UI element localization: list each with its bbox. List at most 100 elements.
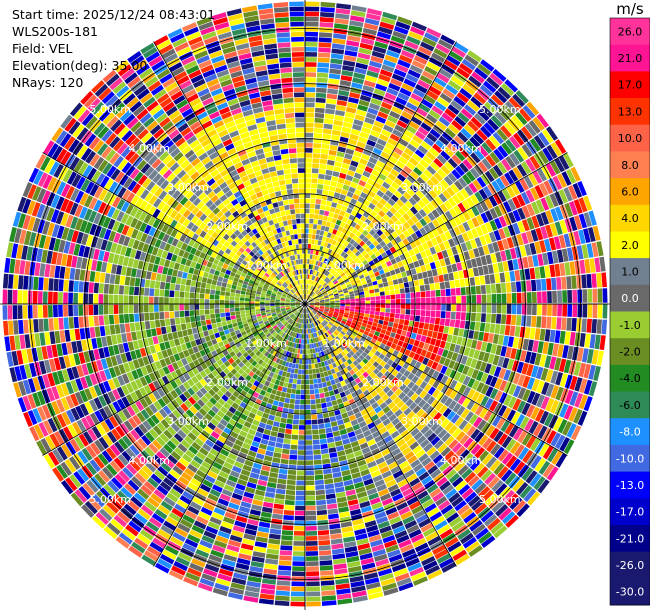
range-gate-cell xyxy=(448,472,461,484)
range-gate-cell xyxy=(63,426,74,441)
range-gate-cell xyxy=(324,118,334,125)
range-gate-cell xyxy=(365,304,371,308)
range-gate-cell xyxy=(413,431,423,441)
range-gate-cell xyxy=(298,445,305,450)
range-gate-cell xyxy=(305,193,311,199)
range-gate-cell xyxy=(368,591,384,600)
range-gate-cell xyxy=(27,394,37,409)
range-gate-cell xyxy=(370,152,380,160)
range-gate-cell xyxy=(353,289,359,294)
range-gate-cell xyxy=(354,481,365,489)
range-gate-cell xyxy=(293,546,305,551)
range-gate-cell xyxy=(317,325,322,330)
range-gate-cell xyxy=(257,448,266,455)
range-gate-cell xyxy=(537,341,544,354)
range-gate-cell xyxy=(274,447,283,454)
range-gate-cell xyxy=(254,324,260,329)
range-gate-cell xyxy=(322,320,328,325)
range-gate-cell xyxy=(446,143,458,154)
range-gate-cell xyxy=(354,276,360,282)
range-gate-cell xyxy=(369,236,376,243)
range-gate-cell xyxy=(335,486,345,493)
range-gate-cell xyxy=(347,329,353,334)
range-gate-cell xyxy=(310,404,316,410)
range-gate-cell xyxy=(384,370,391,378)
range-gate-cell xyxy=(331,467,341,473)
range-gate-cell xyxy=(104,418,115,431)
range-gate-cell xyxy=(100,421,111,433)
range-gate-cell xyxy=(583,379,593,395)
range-gate-cell xyxy=(457,504,470,516)
range-gate-cell xyxy=(170,371,179,380)
range-gate-cell xyxy=(474,191,484,203)
range-gate-cell xyxy=(448,272,454,281)
range-gate-cell xyxy=(273,339,279,345)
range-gate-cell xyxy=(500,346,507,357)
range-gate-cell xyxy=(250,345,257,351)
range-gate-cell xyxy=(383,222,391,230)
range-gate-cell xyxy=(341,126,352,134)
range-gate-cell xyxy=(305,249,308,254)
range-gate-cell xyxy=(114,441,125,454)
range-gate-cell xyxy=(413,509,426,520)
range-gate-cell xyxy=(448,238,456,248)
range-gate-cell xyxy=(98,470,110,483)
range-gate-cell xyxy=(74,489,88,503)
range-gate-cell xyxy=(456,336,463,345)
range-gate-cell xyxy=(328,513,339,520)
range-gate-cell xyxy=(425,405,435,415)
range-gate-cell xyxy=(314,123,324,129)
range-gate-cell xyxy=(312,434,320,440)
range-gate-cell xyxy=(188,396,197,405)
range-gate-cell xyxy=(497,334,504,346)
range-gate-cell xyxy=(328,291,333,295)
range-gate-cell xyxy=(294,520,305,526)
range-gate-cell xyxy=(366,368,373,375)
range-gate-cell xyxy=(496,128,508,142)
range-gate-cell xyxy=(501,452,513,465)
range-gate-cell xyxy=(400,182,409,191)
range-gate-cell xyxy=(418,518,431,528)
range-gate-cell xyxy=(312,254,316,260)
range-gate-cell xyxy=(321,274,326,280)
range-gate-cell xyxy=(159,447,170,458)
range-gate-cell xyxy=(306,308,309,314)
range-gate-cell xyxy=(289,319,294,324)
range-gate-cell xyxy=(544,355,552,369)
range-gate-cell xyxy=(492,241,500,253)
range-gate-cell xyxy=(458,213,467,224)
range-gate-cell xyxy=(312,280,315,286)
range-gate-cell xyxy=(431,81,445,92)
range-gate-cell xyxy=(194,437,205,447)
range-gate-cell xyxy=(330,533,343,540)
range-gate-cell xyxy=(311,269,314,275)
range-gate-cell xyxy=(444,450,455,461)
range-gate-cell xyxy=(350,160,359,168)
range-gate-cell xyxy=(305,485,315,491)
range-gate-cell xyxy=(413,353,420,361)
range-gate-cell xyxy=(325,493,336,500)
range-gate-cell xyxy=(316,245,321,251)
range-gate-cell xyxy=(265,322,270,327)
range-gate-cell xyxy=(257,359,264,365)
range-gate-cell xyxy=(369,497,381,505)
range-gate-cell xyxy=(588,381,598,397)
range-gate-cell xyxy=(365,13,381,21)
range-gate-cell xyxy=(319,246,324,252)
range-gate-cell xyxy=(487,517,501,531)
range-gate-cell xyxy=(182,412,191,422)
range-gate-cell xyxy=(61,411,71,426)
range-gate-cell xyxy=(442,407,452,418)
range-gate-cell xyxy=(358,315,364,320)
range-gate-cell xyxy=(368,222,376,229)
range-gate-cell xyxy=(434,520,448,531)
range-gate-cell xyxy=(284,433,292,440)
range-gate-cell xyxy=(248,428,257,436)
range-gate-cell xyxy=(471,71,485,84)
range-gate-cell xyxy=(270,321,276,326)
range-gate-cell xyxy=(235,483,246,491)
range-gate-cell xyxy=(414,149,425,159)
range-gate-cell xyxy=(411,505,424,515)
range-gate-cell xyxy=(431,237,439,246)
range-gate-cell xyxy=(365,225,372,233)
